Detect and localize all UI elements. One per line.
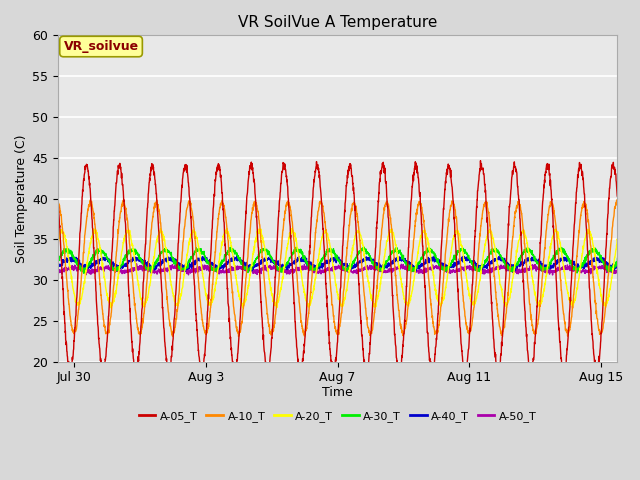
A-50_T <box>222 269 230 275</box>
A-50_T <box>495 264 503 269</box>
A-30_T <box>168 253 175 259</box>
A-20_T <box>223 226 231 231</box>
A-20_T <box>54 238 61 244</box>
A-20_T <box>98 256 106 262</box>
A-10_T <box>613 197 621 203</box>
A-30_T <box>98 248 106 254</box>
A-10_T <box>362 305 369 311</box>
Title: VR SoilVue A Temperature: VR SoilVue A Temperature <box>238 15 437 30</box>
A-50_T <box>98 267 106 273</box>
A-05_T <box>614 194 621 200</box>
Line: A-10_T: A-10_T <box>58 200 618 336</box>
A-10_T <box>614 201 621 207</box>
A-50_T <box>132 261 140 267</box>
A-40_T <box>54 264 61 270</box>
A-30_T <box>362 246 370 252</box>
A-05_T <box>362 362 369 368</box>
A-50_T <box>175 264 182 269</box>
X-axis label: Time: Time <box>323 386 353 399</box>
A-50_T <box>168 265 175 271</box>
A-20_T <box>362 264 370 269</box>
A-10_T <box>98 302 106 308</box>
A-05_T <box>477 158 484 164</box>
A-10_T <box>235 334 243 339</box>
A-05_T <box>222 254 230 260</box>
A-05_T <box>493 372 501 378</box>
A-40_T <box>495 253 503 259</box>
A-05_T <box>54 192 61 197</box>
A-40_T <box>222 264 230 270</box>
A-10_T <box>222 216 230 222</box>
A-50_T <box>548 272 556 278</box>
Text: VR_soilvue: VR_soilvue <box>63 40 139 53</box>
A-50_T <box>614 267 621 273</box>
Y-axis label: Soil Temperature (C): Soil Temperature (C) <box>15 134 28 263</box>
A-05_T <box>98 362 106 368</box>
Line: A-40_T: A-40_T <box>58 256 618 272</box>
A-20_T <box>168 283 175 289</box>
A-40_T <box>182 269 189 275</box>
A-30_T <box>222 251 230 257</box>
A-40_T <box>362 256 369 262</box>
A-20_T <box>175 300 182 306</box>
A-40_T <box>98 255 106 261</box>
Legend: A-05_T, A-10_T, A-20_T, A-30_T, A-40_T, A-50_T: A-05_T, A-10_T, A-20_T, A-30_T, A-40_T, … <box>134 407 541 426</box>
A-05_T <box>495 365 503 371</box>
A-20_T <box>495 272 503 278</box>
A-05_T <box>168 353 175 359</box>
A-05_T <box>175 234 182 240</box>
A-30_T <box>175 265 182 271</box>
Line: A-50_T: A-50_T <box>58 264 618 275</box>
A-10_T <box>168 328 175 334</box>
A-30_T <box>360 244 368 250</box>
A-50_T <box>362 265 369 271</box>
A-30_T <box>54 257 61 263</box>
Line: A-30_T: A-30_T <box>58 247 618 274</box>
A-20_T <box>614 237 621 243</box>
Line: A-20_T: A-20_T <box>58 228 618 308</box>
A-10_T <box>495 320 503 325</box>
A-10_T <box>54 201 61 206</box>
A-20_T <box>222 228 230 234</box>
A-40_T <box>591 253 599 259</box>
A-50_T <box>54 267 61 273</box>
A-30_T <box>80 271 88 276</box>
A-20_T <box>106 305 114 311</box>
Line: A-05_T: A-05_T <box>58 161 618 375</box>
A-30_T <box>614 255 621 261</box>
A-10_T <box>175 292 182 298</box>
A-40_T <box>175 260 182 266</box>
A-40_T <box>614 263 621 268</box>
A-30_T <box>495 250 503 256</box>
A-40_T <box>168 255 175 261</box>
